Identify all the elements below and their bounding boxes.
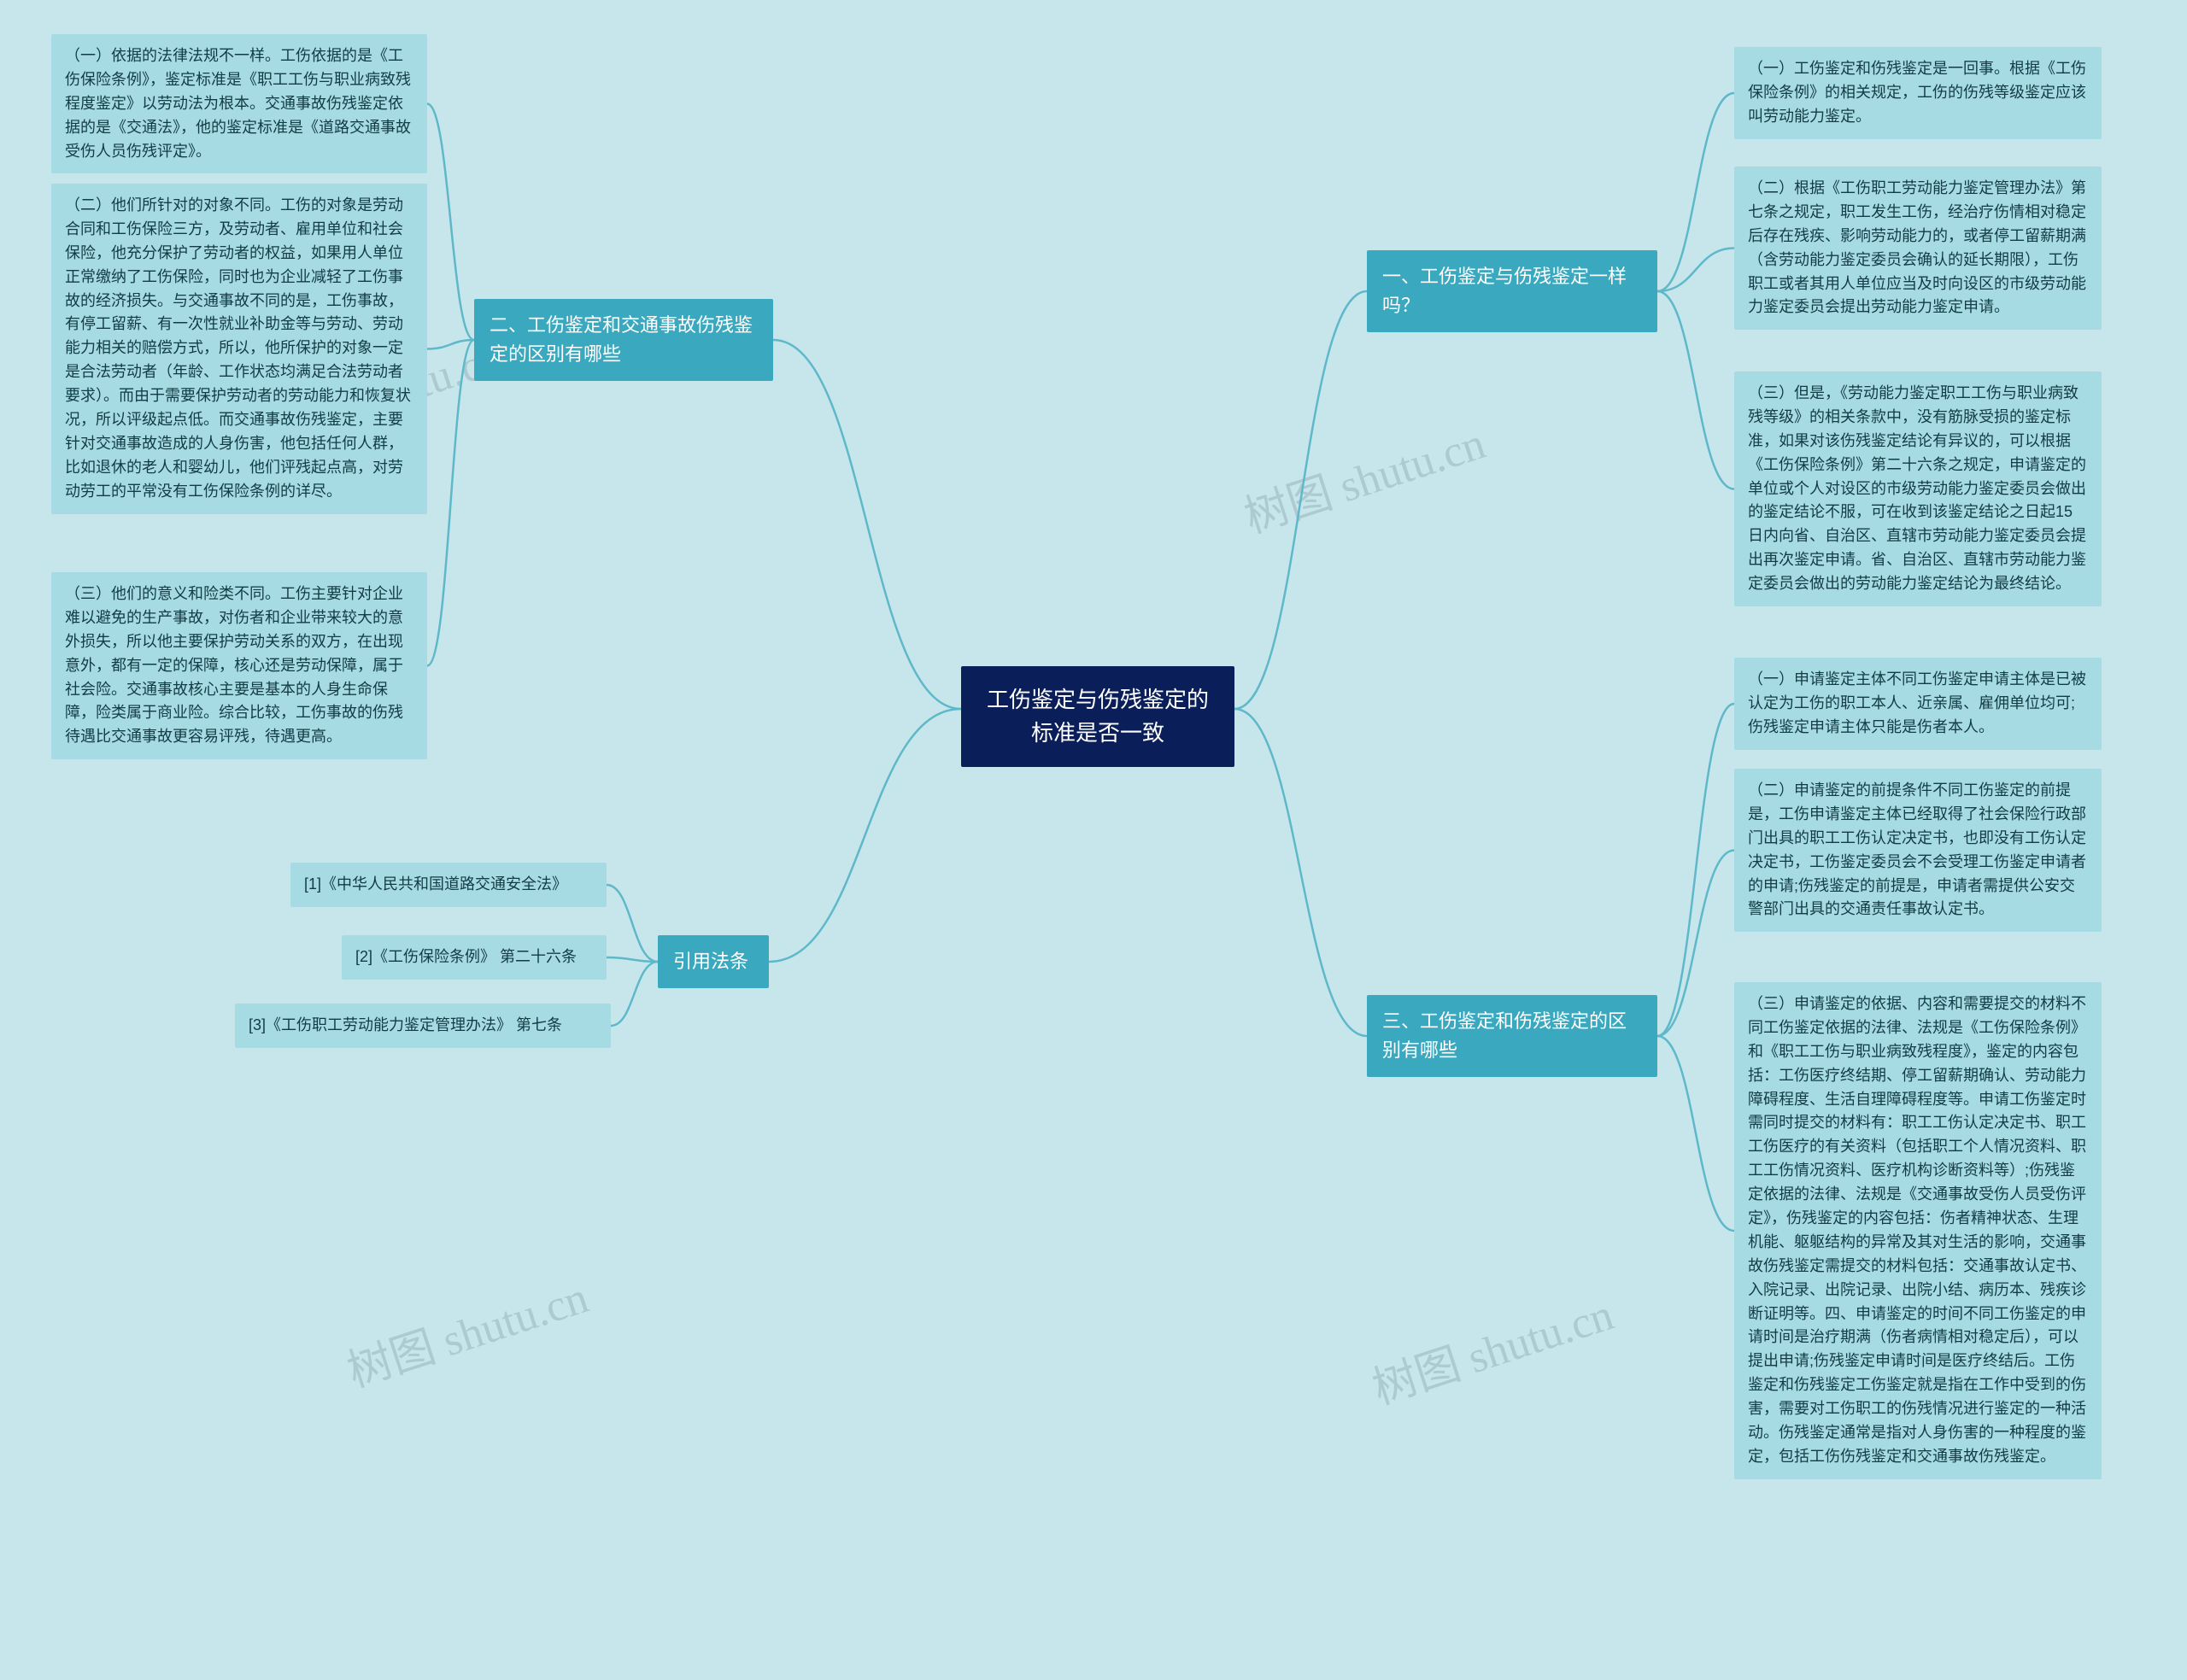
branch-node[interactable]: 二、工伤鉴定和交通事故伤残鉴定的区别有哪些 <box>474 299 773 381</box>
leaf-node[interactable]: （一）申请鉴定主体不同工伤鉴定申请主体是已被认定为工伤的职工本人、近亲属、雇佣单… <box>1734 658 2102 750</box>
branch-node[interactable]: 引用法条 <box>658 935 769 988</box>
leaf-node[interactable]: （三）申请鉴定的依据、内容和需要提交的材料不同工伤鉴定依据的法律、法规是《工伤保… <box>1734 982 2102 1479</box>
branch-node[interactable]: 一、工伤鉴定与伤残鉴定一样吗？ <box>1367 250 1657 332</box>
leaf-node[interactable]: [2]《工伤保险条例》 第二十六条 <box>342 935 607 980</box>
watermark: 树图 shutu.cn <box>1235 407 1492 545</box>
leaf-node[interactable]: （二）申请鉴定的前提条件不同工伤鉴定的前提是，工伤申请鉴定主体已经取得了社会保险… <box>1734 769 2102 932</box>
leaf-node[interactable]: （一）工伤鉴定和伤残鉴定是一回事。根据《工伤保险条例》的相关规定，工伤的伤残等级… <box>1734 47 2102 139</box>
watermark: 树图 shutu.cn <box>1363 1279 1621 1416</box>
leaf-node[interactable]: （二）根据《工伤职工劳动能力鉴定管理办法》第七条之规定，职工发生工伤，经治疗伤情… <box>1734 167 2102 330</box>
leaf-node[interactable]: [1]《中华人民共和国道路交通安全法》 <box>290 863 607 907</box>
leaf-node[interactable]: [3]《工伤职工劳动能力鉴定管理办法》 第七条 <box>235 1004 611 1048</box>
leaf-node[interactable]: （二）他们所针对的对象不同。工伤的对象是劳动合同和工伤保险三方，及劳动者、雇用单… <box>51 184 427 514</box>
leaf-node[interactable]: （三）但是，《劳动能力鉴定职工工伤与职业病致残等级》的相关条款中，没有筋脉受损的… <box>1734 372 2102 606</box>
watermark: 树图 shutu.cn <box>338 1261 595 1399</box>
branch-node[interactable]: 三、工伤鉴定和伤残鉴定的区别有哪些 <box>1367 995 1657 1077</box>
leaf-node[interactable]: （三）他们的意义和险类不同。工伤主要针对企业难以避免的生产事故，对伤者和企业带来… <box>51 572 427 759</box>
leaf-node[interactable]: （一）依据的法律法规不一样。工伤依据的是《工伤保险条例》，鉴定标准是《职工工伤与… <box>51 34 427 173</box>
root-node[interactable]: 工伤鉴定与伤残鉴定的标准是否一致 <box>961 666 1234 767</box>
